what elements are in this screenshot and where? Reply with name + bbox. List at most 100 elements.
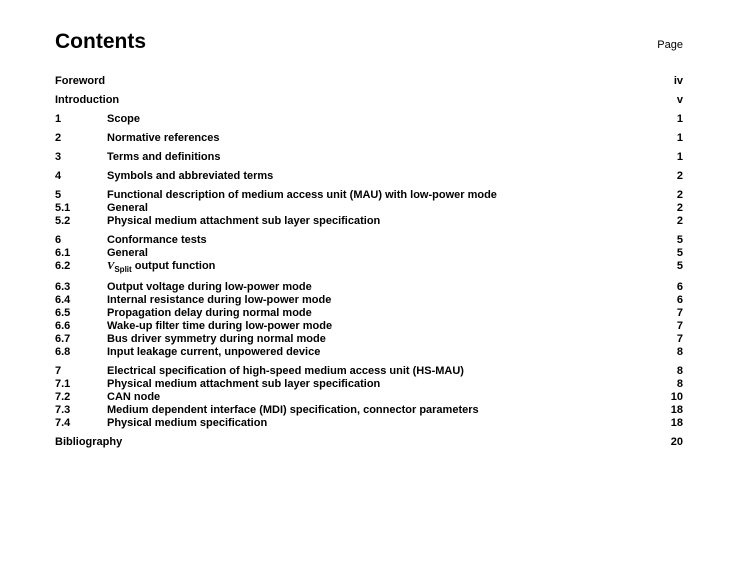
toc-entry-title: Physical medium attachment sub layer spe… (107, 216, 380, 227)
page-content: Contents Page ForewordivIntroductionv1Sc… (0, 0, 738, 448)
toc-row: 7.2CAN node 10 (55, 392, 683, 403)
toc-entry-title: Physical medium specification (107, 418, 267, 429)
toc-entry-title: Functional description of medium access … (107, 190, 497, 201)
toc-row: 7.1Physical medium attachment sub layer … (55, 379, 683, 390)
toc-entry-page: 2 (667, 216, 683, 227)
toc-group: 3Terms and definitions 1 (55, 152, 683, 163)
toc-entry-title: Conformance tests (107, 235, 207, 246)
toc-entry-title: Foreword (55, 76, 105, 87)
toc-entry-number: 5.1 (55, 203, 107, 214)
toc-entry-title: Electrical specification of high-speed m… (107, 366, 464, 377)
toc-entry-title: Terms and definitions (107, 152, 220, 163)
toc-row: 6.4Internal resistance during low-power … (55, 295, 683, 306)
toc-entry-title: Wake-up filter time during low-power mod… (107, 321, 332, 332)
toc-entry-page: 18 (667, 418, 683, 429)
toc-group: 7Electrical specification of high-speed … (55, 366, 683, 429)
toc-entry-number: 6.5 (55, 308, 107, 319)
toc-row: 6.5Propagation delay during normal mode 7 (55, 308, 683, 319)
toc-entry-number: 6.3 (55, 282, 107, 293)
toc-entry-page: 18 (667, 405, 683, 416)
toc-entry-title: CAN node (107, 392, 160, 403)
toc-entry-page: 20 (667, 437, 683, 448)
toc-row: 7.3Medium dependent interface (MDI) spec… (55, 405, 683, 416)
toc-entry-number: 6.7 (55, 334, 107, 345)
toc-entry-title: Scope (107, 114, 140, 125)
toc-entry-number: 6.6 (55, 321, 107, 332)
toc-entry-page: 2 (667, 190, 683, 201)
toc-entry-page: 5 (667, 248, 683, 259)
toc-entry-title: Symbols and abbreviated terms (107, 171, 273, 182)
toc-entry-title: Medium dependent interface (MDI) specifi… (107, 405, 479, 416)
toc-row: 1Scope1 (55, 114, 683, 125)
toc-entry-number: 7.2 (55, 392, 107, 403)
toc-row: 6.8Input leakage current, unpowered devi… (55, 347, 683, 358)
toc-group: 6Conformance tests56.1General56.2VSplit … (55, 235, 683, 274)
toc-row: 6.2VSplit output function5 (55, 261, 683, 274)
toc-entry-number: 2 (55, 133, 107, 144)
toc-group: Introductionv (55, 95, 683, 106)
toc-row: 5.1General 2 (55, 203, 683, 214)
toc-entry-title: Normative references (107, 133, 220, 144)
toc-entry-title: General (107, 203, 148, 214)
toc-group: 5Functional description of medium access… (55, 190, 683, 227)
toc-entry-title: VSplit output function (107, 261, 215, 274)
toc-entry-number: 7 (55, 366, 107, 377)
toc-entry-page: 1 (667, 152, 683, 163)
toc-row: 3Terms and definitions 1 (55, 152, 683, 163)
toc-entry-number: 6 (55, 235, 107, 246)
toc-entry-number: 5 (55, 190, 107, 201)
toc-row: 2Normative references 1 (55, 133, 683, 144)
toc-group: 4Symbols and abbreviated terms 2 (55, 171, 683, 182)
toc-entry-page: 8 (667, 366, 683, 377)
toc-row: 5.2Physical medium attachment sub layer … (55, 216, 683, 227)
toc-entry-page: 5 (667, 235, 683, 246)
toc-row: Bibliography 20 (55, 437, 683, 448)
toc-entry-page: 1 (667, 114, 683, 125)
contents-heading: Contents (55, 30, 146, 54)
toc-entry-number: 4 (55, 171, 107, 182)
toc-group: Foreword iv (55, 76, 683, 87)
toc-entry-title: Introduction (55, 95, 119, 106)
toc-row: 4Symbols and abbreviated terms 2 (55, 171, 683, 182)
toc-entry-page: 2 (667, 203, 683, 214)
toc-entry-page: 1 (667, 133, 683, 144)
page-column-label: Page (657, 39, 683, 51)
toc-entry-page: 6 (667, 282, 683, 293)
toc-group: 1Scope1 (55, 114, 683, 125)
toc-group: Bibliography 20 (55, 437, 683, 448)
toc-entry-page: 7 (667, 321, 683, 332)
toc-entry-number: 7.4 (55, 418, 107, 429)
toc-entry-number: 5.2 (55, 216, 107, 227)
toc-entry-title: Bibliography (55, 437, 122, 448)
toc-row: Introductionv (55, 95, 683, 106)
toc-entry-page: 5 (667, 261, 683, 272)
toc-entry-page: 7 (667, 334, 683, 345)
toc-entry-page: 10 (667, 392, 683, 403)
toc-entry-number: 6.4 (55, 295, 107, 306)
toc-entry-page: 8 (667, 347, 683, 358)
toc-entry-title: Physical medium attachment sub layer spe… (107, 379, 380, 390)
toc-entry-number: 1 (55, 114, 107, 125)
toc-entry-page: 7 (667, 308, 683, 319)
toc-row: 5Functional description of medium access… (55, 190, 683, 201)
toc-entry-page: 6 (667, 295, 683, 306)
toc-row: 6.3Output voltage during low-power mode 6 (55, 282, 683, 293)
toc-entry-number: 6.1 (55, 248, 107, 259)
toc-row: 6.6Wake-up filter time during low-power … (55, 321, 683, 332)
toc-entry-title: Bus driver symmetry during normal mode (107, 334, 326, 345)
toc-entry-page: iv (667, 76, 683, 87)
toc-entry-page: 2 (667, 171, 683, 182)
toc-entry-number: 7.3 (55, 405, 107, 416)
toc-row: 7Electrical specification of high-speed … (55, 366, 683, 377)
toc-entry-number: 3 (55, 152, 107, 163)
toc-entry-title: Input leakage current, unpowered device (107, 347, 320, 358)
toc-group: 2Normative references 1 (55, 133, 683, 144)
toc-row: Foreword iv (55, 76, 683, 87)
toc-entry-title: Output voltage during low-power mode (107, 282, 312, 293)
toc-entry-title: General (107, 248, 148, 259)
header-row: Contents Page (55, 30, 683, 54)
toc-entry-title: Propagation delay during normal mode (107, 308, 312, 319)
toc-group: 6.3Output voltage during low-power mode6… (55, 282, 683, 358)
table-of-contents: ForewordivIntroductionv1Scope12Normative… (55, 76, 683, 448)
toc-entry-number: 7.1 (55, 379, 107, 390)
